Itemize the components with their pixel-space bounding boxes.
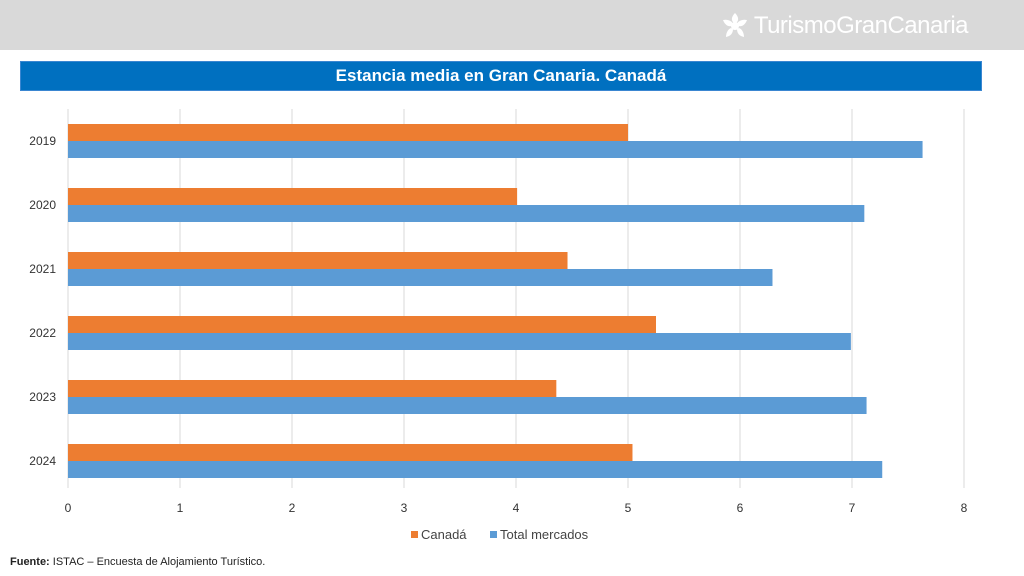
- logo: TurismoGranCanaria: [720, 12, 969, 40]
- x-tick-label-4: 4: [513, 501, 520, 515]
- bar-canada-2022: [68, 316, 656, 333]
- chart-title: Estancia media en Gran Canaria. Canadá: [335, 66, 667, 85]
- source-label: Fuente:: [10, 556, 50, 568]
- bar-canada-2023: [68, 380, 557, 397]
- legend-swatch-total: [490, 531, 497, 538]
- bar-total-2020: [68, 205, 865, 222]
- bar-total-2024: [68, 461, 883, 478]
- x-tick-label-0: 0: [65, 501, 72, 515]
- x-tick-label-2: 2: [289, 501, 296, 515]
- header-band: TurismoGranCanaria: [0, 0, 1024, 50]
- source-text: ISTAC – Encuesta de Alojamiento Turístic…: [49, 556, 266, 568]
- bars: [68, 124, 923, 478]
- bar-total-2019: [68, 141, 923, 158]
- bar-total-2023: [68, 397, 867, 414]
- x-tick-label-8: 8: [961, 501, 968, 515]
- bar-total-2022: [68, 333, 851, 350]
- x-tick-label-5: 5: [625, 501, 632, 515]
- bar-chart: 2019 2020 2021 2022 2023 2024 0 1 2 3 4 5 6 7 8 Canad…: [29, 109, 968, 542]
- x-tick-label-3: 3: [401, 501, 408, 515]
- bar-total-2021: [68, 269, 773, 286]
- legend-label-canada: Canadá: [421, 527, 467, 542]
- bar-canada-2021: [68, 252, 568, 269]
- legend: Canadá Total mercados: [411, 527, 589, 542]
- category-labels: 2019 2020 2021 2022 2023 2024: [29, 134, 56, 468]
- x-tick-labels: 0 1 2 3 4 5 6 7 8: [65, 501, 968, 515]
- category-label-2023: 2023: [29, 390, 56, 404]
- x-tick-label-7: 7: [849, 501, 856, 515]
- source-note: Fuente: ISTAC – Encuesta de Alojamiento …: [10, 556, 265, 568]
- legend-swatch-canada: [411, 531, 418, 538]
- bar-canada-2019: [68, 124, 628, 141]
- bar-canada-2020: [68, 188, 518, 205]
- x-tick-label-1: 1: [177, 501, 184, 515]
- category-label-2019: 2019: [29, 134, 56, 148]
- chart-title-bar: Estancia media en Gran Canaria. Canadá: [20, 61, 982, 91]
- category-label-2020: 2020: [29, 198, 56, 212]
- bar-canada-2024: [68, 444, 633, 461]
- grid-lines: [67, 109, 965, 488]
- x-tick-label-6: 6: [737, 501, 744, 515]
- category-label-2021: 2021: [29, 262, 56, 276]
- category-label-2024: 2024: [29, 454, 56, 468]
- logo-text: TurismoGranCanaria: [753, 12, 969, 39]
- category-label-2022: 2022: [29, 326, 56, 340]
- legend-label-total: Total mercados: [500, 527, 589, 542]
- logo-icon: [722, 13, 747, 37]
